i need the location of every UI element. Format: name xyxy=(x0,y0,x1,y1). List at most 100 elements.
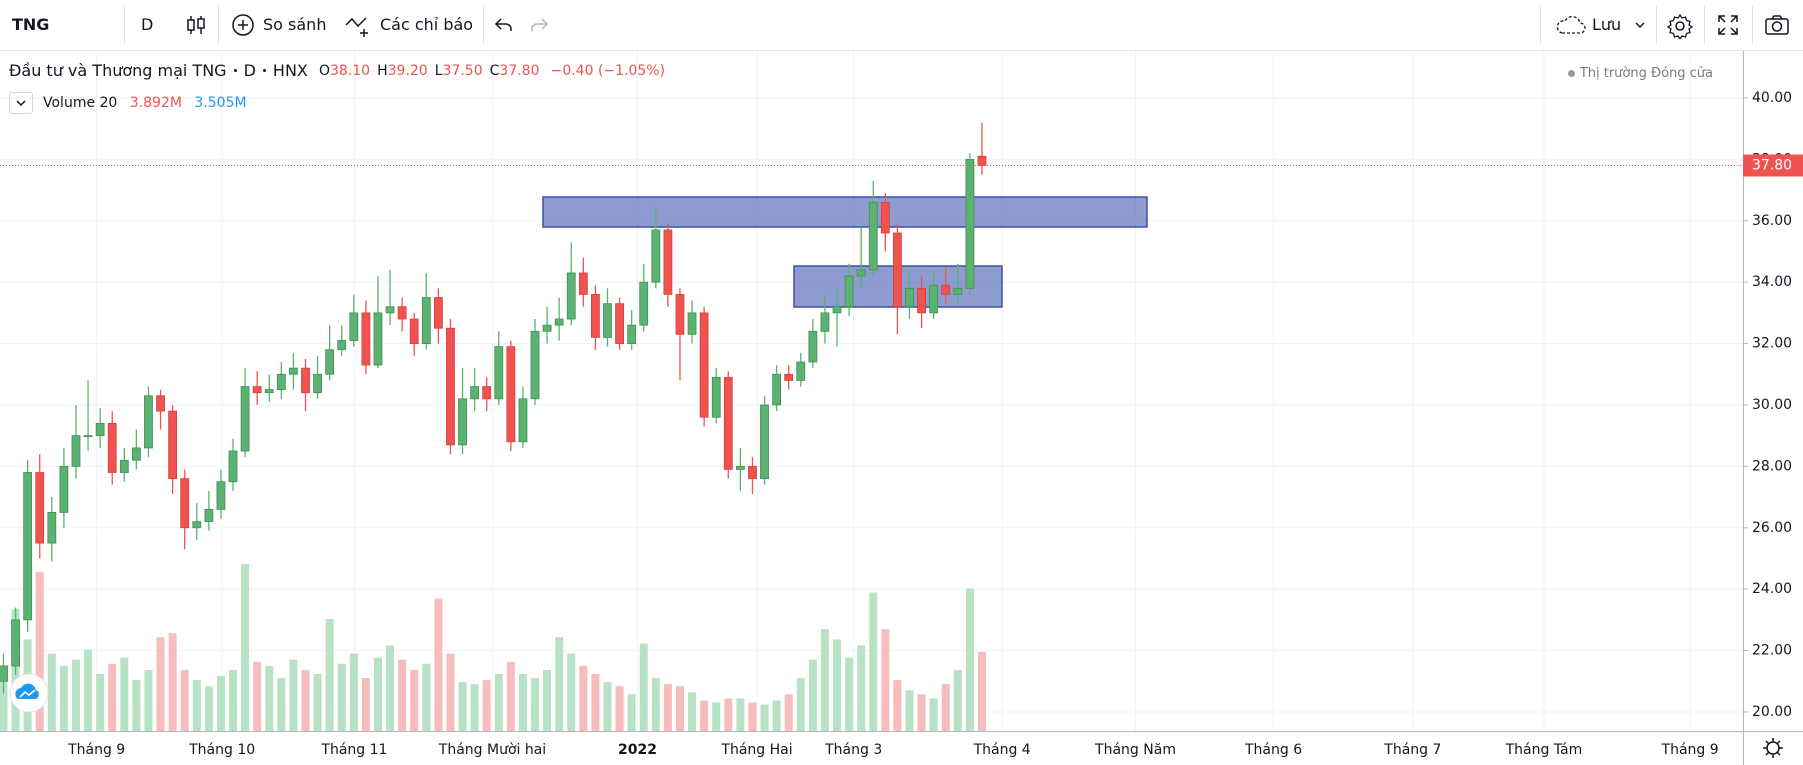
volume-bar xyxy=(712,702,721,731)
candle-body xyxy=(313,373,322,394)
candle-body xyxy=(578,272,588,295)
volume-bar xyxy=(615,686,624,731)
separator xyxy=(1704,6,1705,44)
volume-bar xyxy=(579,665,588,731)
volume-bar xyxy=(555,637,564,731)
logo-icon xyxy=(19,689,36,698)
volume-bar xyxy=(627,694,636,731)
last-price-label: 37.80 xyxy=(1752,158,1792,174)
undo-button[interactable] xyxy=(492,13,516,37)
y-tick-label: 24.00 xyxy=(1752,581,1792,597)
separator xyxy=(218,6,219,44)
candle-body xyxy=(844,275,854,308)
volume-bar xyxy=(796,678,805,731)
x-tick-label: Tháng Mười hai xyxy=(438,742,546,758)
ohlc-value: 39.20 xyxy=(387,62,428,79)
candle-body xyxy=(905,287,914,308)
candle-body xyxy=(349,312,359,341)
volume-bar xyxy=(688,692,697,731)
toolbar: TNG D So sánh Các chỉ báo Lưu xyxy=(0,0,1803,51)
redo-button[interactable] xyxy=(527,13,551,37)
volume-bar xyxy=(373,657,382,731)
candle-body xyxy=(929,284,939,314)
candle-body xyxy=(47,512,57,544)
candle-body xyxy=(252,386,262,394)
volume-bar xyxy=(410,669,419,731)
volume-bar xyxy=(567,653,576,731)
candle-body xyxy=(518,398,528,443)
candle-body xyxy=(639,281,649,326)
resistance-zone[interactable] xyxy=(542,196,1148,228)
volume-bar xyxy=(977,651,986,731)
save-icon[interactable] xyxy=(1554,13,1588,37)
volume-bar xyxy=(639,643,648,731)
x-tick-label: Tháng 4 xyxy=(973,742,1031,758)
volume-bar xyxy=(929,698,938,731)
y-tick-label: 36.00 xyxy=(1752,213,1792,229)
fullscreen-button[interactable] xyxy=(1716,13,1740,37)
volume-bar xyxy=(361,678,370,731)
separator xyxy=(1752,6,1753,44)
ohlc-value: 38.10 xyxy=(330,62,371,79)
compare-icon[interactable] xyxy=(231,13,255,37)
legend-exchange: HNX xyxy=(272,61,308,80)
candle-body xyxy=(421,297,431,344)
volume-bar xyxy=(120,657,129,731)
x-tick-label: Tháng 10 xyxy=(188,742,255,758)
compare-button[interactable]: So sánh xyxy=(263,15,327,34)
candle-body xyxy=(748,465,757,480)
time-axis xyxy=(0,731,1743,765)
volume-value: 3.892M xyxy=(129,95,182,111)
candle-body xyxy=(240,386,250,452)
volume-bar xyxy=(216,676,225,731)
candle-body xyxy=(11,619,20,667)
volume-bar xyxy=(470,684,479,731)
save-button[interactable]: Lưu xyxy=(1592,15,1622,34)
screenshot-button[interactable] xyxy=(1764,13,1790,37)
candle-body xyxy=(228,450,238,483)
legend-title: Đầu tư và Thương mại TNG xyxy=(9,61,227,80)
volume-bar xyxy=(132,680,141,731)
candle-body xyxy=(409,318,419,344)
volume-bar xyxy=(941,684,950,731)
candle-body xyxy=(180,478,190,529)
volume-bar xyxy=(820,629,829,731)
candle-body xyxy=(542,324,552,332)
separator xyxy=(262,69,266,72)
collapse-button[interactable] xyxy=(9,92,33,114)
interval-button[interactable]: D xyxy=(141,15,154,34)
volume-bar xyxy=(84,649,93,731)
candle-body xyxy=(953,287,963,295)
volume-bar xyxy=(518,673,527,731)
chart-type-button[interactable] xyxy=(184,13,208,37)
candle-body xyxy=(470,386,480,400)
candle-body xyxy=(107,422,117,473)
save-menu[interactable] xyxy=(1634,19,1646,31)
volume-bar xyxy=(422,663,431,731)
candle-body xyxy=(289,367,298,375)
candle-body xyxy=(59,465,69,513)
candle-body xyxy=(83,435,93,438)
separator xyxy=(1540,6,1541,44)
candle-body xyxy=(35,472,45,544)
candle-body xyxy=(168,410,178,480)
candle-body xyxy=(71,435,81,467)
indicators-icon[interactable] xyxy=(344,13,374,39)
volume-bar xyxy=(59,665,68,731)
candle-body xyxy=(95,422,105,437)
ohlc-value: 37.50 xyxy=(442,62,483,79)
candle-body xyxy=(156,395,165,412)
settings-button[interactable] xyxy=(1667,13,1693,39)
market-status-text: Thị trường Đóng cửa xyxy=(1579,66,1713,81)
volume-bar xyxy=(869,592,878,731)
x-tick-label: 2022 xyxy=(618,742,657,758)
volume-bar xyxy=(180,669,189,731)
volume-bar xyxy=(96,673,105,731)
y-tick-label: 20.00 xyxy=(1752,704,1792,720)
volume-bar xyxy=(398,659,407,731)
x-tick-label: Tháng Hai xyxy=(720,742,792,758)
symbol[interactable]: TNG xyxy=(12,15,50,34)
indicators-button[interactable]: Các chỉ báo xyxy=(380,15,474,34)
candle-body xyxy=(615,303,624,344)
x-tick-label: Tháng 6 xyxy=(1244,742,1302,758)
